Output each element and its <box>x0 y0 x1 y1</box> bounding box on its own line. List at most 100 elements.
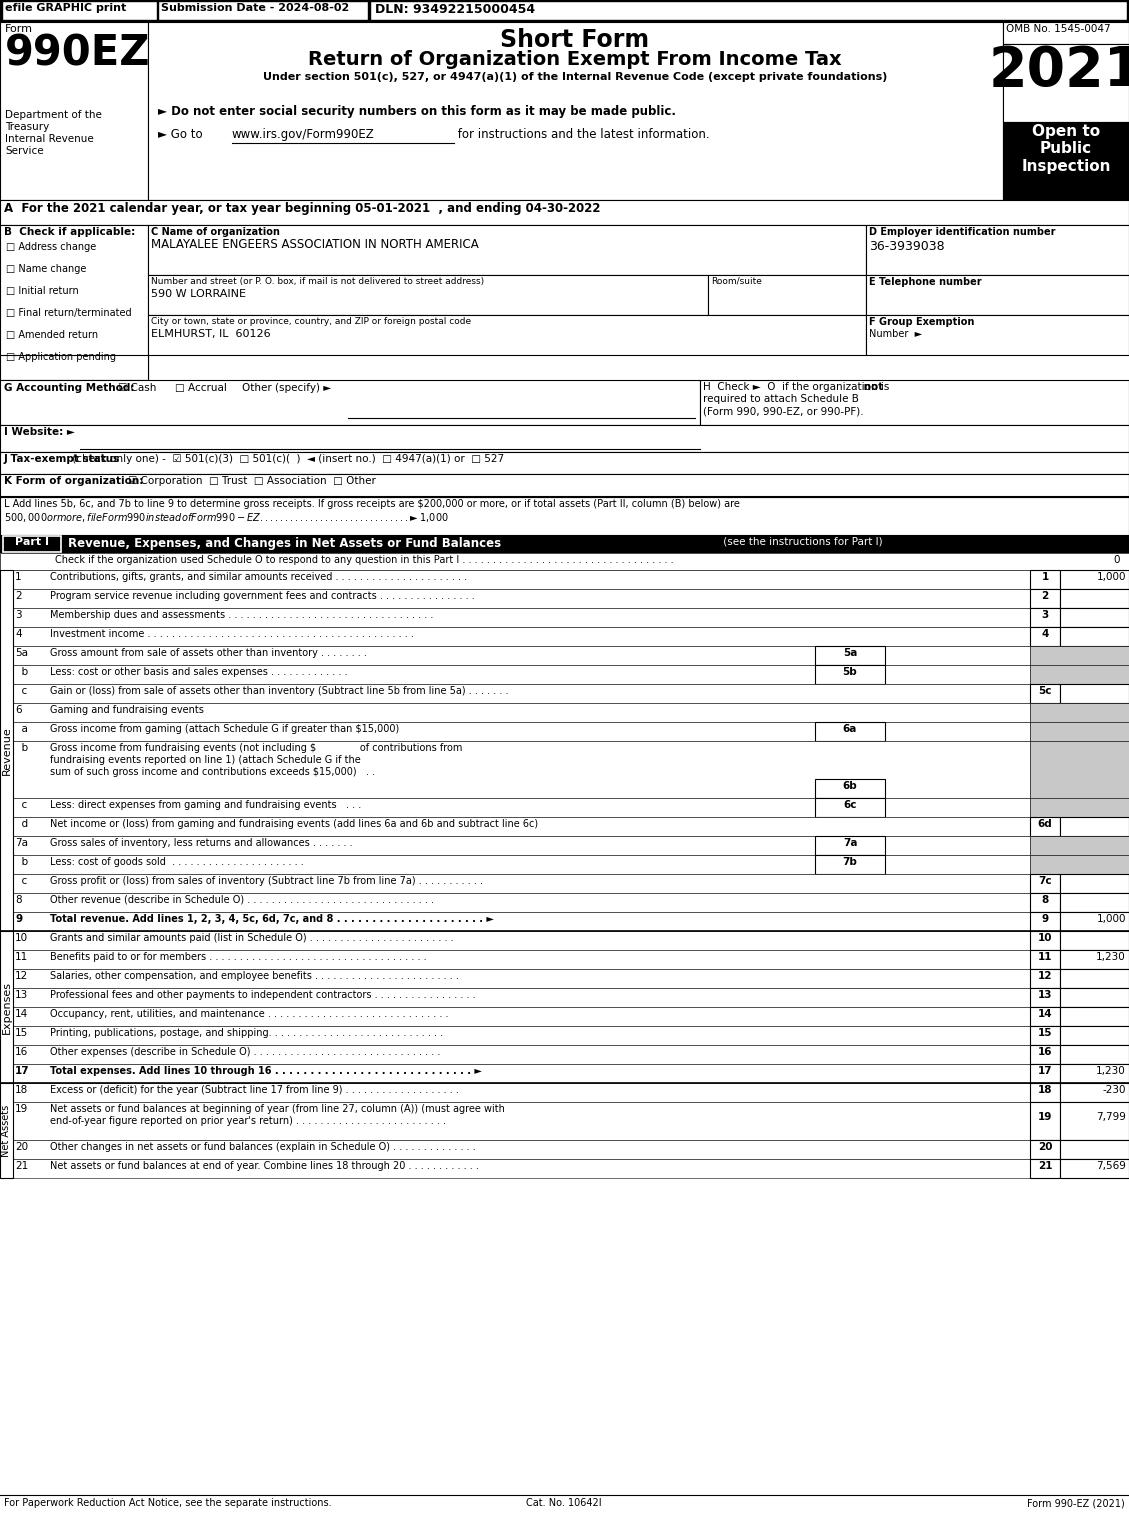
Text: Salaries, other compensation, and employee benefits . . . . . . . . . . . . . . : Salaries, other compensation, and employ… <box>50 971 458 981</box>
Text: Form: Form <box>5 24 33 34</box>
Bar <box>0 497 1129 535</box>
Text: 12: 12 <box>15 971 28 981</box>
Bar <box>0 570 14 930</box>
Text: 4: 4 <box>1041 628 1049 639</box>
Text: 14: 14 <box>15 1010 28 1019</box>
Text: Form 990-EZ (2021): Form 990-EZ (2021) <box>1027 1498 1124 1508</box>
Bar <box>1030 1026 1060 1045</box>
Text: 1,230: 1,230 <box>1096 1066 1126 1077</box>
Bar <box>14 627 1030 647</box>
Bar <box>14 1006 1030 1026</box>
Text: ► Go to: ► Go to <box>158 128 207 140</box>
Text: L Add lines 5b, 6c, and 7b to line 9 to determine gross receipts. If gross recei: L Add lines 5b, 6c, and 7b to line 9 to … <box>5 499 739 509</box>
Text: 1: 1 <box>1041 572 1049 583</box>
Bar <box>14 968 1030 988</box>
Text: Gross profit or (loss) from sales of inventory (Subtract line 7b from line 7a) .: Gross profit or (loss) from sales of inv… <box>50 875 483 886</box>
Text: 1: 1 <box>15 572 21 583</box>
Text: 14: 14 <box>1038 1010 1052 1019</box>
Bar <box>1060 1159 1129 1177</box>
Text: Occupancy, rent, utilities, and maintenance . . . . . . . . . . . . . . . . . . : Occupancy, rent, utilities, and maintena… <box>50 1010 448 1019</box>
Text: 10: 10 <box>15 933 28 942</box>
Bar <box>1060 912 1129 930</box>
Text: 15: 15 <box>15 1028 28 1039</box>
Bar <box>148 274 708 316</box>
Text: OMB No. 1545-0047: OMB No. 1545-0047 <box>1006 24 1111 34</box>
Text: D Employer identification number: D Employer identification number <box>869 227 1056 236</box>
Bar <box>1060 1064 1129 1083</box>
Bar <box>1060 1103 1129 1141</box>
Text: 7,799: 7,799 <box>1096 1112 1126 1122</box>
Text: □ Final return/terminated: □ Final return/terminated <box>6 308 132 319</box>
Text: ☑ Corporation  □ Trust  □ Association  □ Other: ☑ Corporation □ Trust □ Association □ Ot… <box>128 476 376 486</box>
Bar <box>815 721 885 741</box>
Bar <box>1030 950 1060 968</box>
Text: DLN: 93492215000454: DLN: 93492215000454 <box>375 3 535 15</box>
Text: 5a: 5a <box>843 648 857 657</box>
Text: Gross income from gaming (attach Schedule G if greater than $15,000): Gross income from gaming (attach Schedul… <box>50 724 400 734</box>
Bar <box>1060 988 1129 1007</box>
Text: B  Check if applicable:: B Check if applicable: <box>5 227 135 236</box>
Text: 21: 21 <box>1038 1161 1052 1171</box>
Bar <box>815 665 885 685</box>
Bar <box>1060 950 1129 968</box>
Text: 6a: 6a <box>843 724 857 734</box>
Text: 16: 16 <box>1038 1048 1052 1057</box>
Bar <box>1060 627 1129 647</box>
Text: 9: 9 <box>15 913 23 924</box>
Text: Check if the organization used Schedule O to respond to any question in this Par: Check if the organization used Schedule … <box>55 555 674 564</box>
Bar <box>1030 817 1129 836</box>
Bar <box>14 1045 1030 1064</box>
Bar <box>3 535 61 552</box>
Bar <box>0 535 1129 554</box>
Text: Net Assets: Net Assets <box>1 1104 11 1156</box>
Text: Excess or (deficit) for the year (Subtract line 17 from line 9) . . . . . . . . : Excess or (deficit) for the year (Subtra… <box>50 1084 458 1095</box>
Text: Part I: Part I <box>15 537 49 547</box>
Bar <box>1030 1045 1060 1064</box>
Text: Gross sales of inventory, less returns and allowances . . . . . . .: Gross sales of inventory, less returns a… <box>50 839 352 848</box>
Bar <box>158 2 368 20</box>
Text: Net income or (loss) from gaming and fundraising events (add lines 6a and 6b and: Net income or (loss) from gaming and fun… <box>50 819 539 830</box>
Text: Other (specify) ►: Other (specify) ► <box>242 383 331 393</box>
Bar <box>866 274 1129 316</box>
Text: 3: 3 <box>15 610 21 621</box>
Bar <box>0 451 1129 474</box>
Bar <box>14 894 1030 912</box>
Text: 6: 6 <box>15 705 21 715</box>
Bar <box>14 856 1030 874</box>
Text: 6d: 6d <box>1038 819 1052 830</box>
Text: 7a: 7a <box>842 839 857 848</box>
Bar <box>1030 894 1060 912</box>
Text: 19: 19 <box>15 1104 28 1113</box>
Text: 7c: 7c <box>1039 875 1052 886</box>
Bar <box>1030 817 1060 836</box>
Text: Gain or (loss) from sale of assets other than inventory (Subtract line 5b from l: Gain or (loss) from sale of assets other… <box>50 686 508 695</box>
Text: b: b <box>15 743 28 753</box>
Bar <box>14 817 1030 836</box>
Bar <box>1030 1006 1060 1026</box>
Bar <box>148 21 1003 200</box>
Bar <box>148 226 866 274</box>
Bar <box>1030 988 1060 1007</box>
Text: G Accounting Method:: G Accounting Method: <box>5 383 134 393</box>
Bar <box>1030 856 1129 874</box>
Text: □ Application pending: □ Application pending <box>6 352 116 361</box>
Text: 17: 17 <box>1038 1066 1052 1077</box>
Bar <box>815 647 885 665</box>
Bar <box>0 200 1129 226</box>
Text: Department of the: Department of the <box>5 110 102 120</box>
Bar <box>815 779 885 798</box>
Text: 7,569: 7,569 <box>1096 1161 1126 1171</box>
Text: 5a: 5a <box>15 648 28 657</box>
Bar <box>1030 968 1060 988</box>
Text: □ Address change: □ Address change <box>6 242 96 252</box>
Text: 2021: 2021 <box>989 44 1129 98</box>
Bar <box>1060 685 1129 703</box>
Bar <box>14 685 1030 703</box>
Text: (see the instructions for Part I): (see the instructions for Part I) <box>720 537 883 547</box>
Text: Cat. No. 10642I: Cat. No. 10642I <box>526 1498 602 1508</box>
Bar <box>14 1026 1030 1045</box>
Bar <box>1060 1006 1129 1026</box>
Text: 2: 2 <box>1041 592 1049 601</box>
Text: Under section 501(c), 527, or 4947(a)(1) of the Internal Revenue Code (except pr: Under section 501(c), 527, or 4947(a)(1)… <box>263 72 887 82</box>
Bar <box>1060 589 1129 608</box>
